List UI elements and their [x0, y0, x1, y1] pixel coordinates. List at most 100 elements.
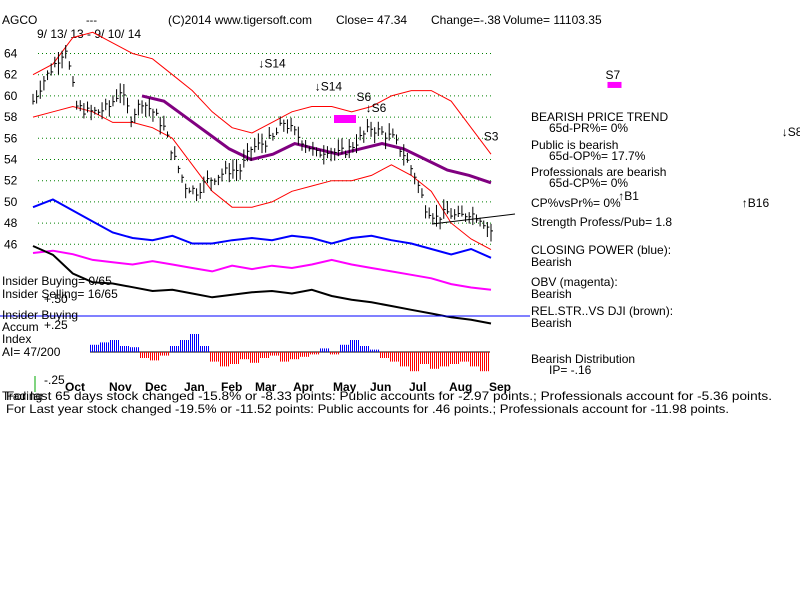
accum-bar	[432, 352, 433, 369]
closing-power-status: Bearish	[531, 255, 572, 269]
accum-bar	[382, 352, 383, 358]
accum-bar	[442, 352, 443, 367]
x-tick-label: Jan	[184, 380, 205, 394]
accum-bar	[402, 352, 403, 367]
x-tick-label: Mar	[255, 380, 277, 394]
accum-bar	[456, 352, 457, 364]
op-label: 65d-OP%= 17.7%	[549, 149, 646, 163]
accum-bar	[148, 352, 149, 358]
prof-label: Professionals are bearish	[531, 165, 666, 179]
accum-bar	[330, 352, 331, 355]
obv	[32, 249, 492, 291]
accum-bar	[192, 334, 193, 352]
signal-label: ↑B1	[618, 189, 639, 203]
accum-bar	[344, 344, 345, 352]
accum-bar	[156, 352, 157, 361]
accum-bar	[106, 342, 107, 352]
accum-bar	[390, 352, 391, 362]
price-bars	[32, 45, 493, 242]
accum-bar	[448, 352, 449, 367]
accum-bar	[268, 352, 269, 358]
accum-bar	[124, 346, 125, 352]
accum-bar	[254, 352, 255, 363]
accum-bar	[304, 352, 305, 357]
accum-bar	[410, 352, 411, 372]
accum-bar	[182, 340, 183, 352]
distribution-label: Bearish Distribution	[531, 352, 635, 366]
signal-label: ↓S6	[366, 101, 387, 115]
cp-label: 65d-CP%= 0%	[549, 176, 628, 190]
accum-bar	[118, 340, 119, 352]
accum-bar	[444, 352, 445, 367]
accum-bar	[430, 352, 431, 369]
accum-bar	[260, 352, 261, 358]
accum-bar	[364, 346, 365, 352]
accum-bar	[136, 347, 137, 352]
y-tick-label: 62	[4, 68, 18, 82]
accum-bar	[90, 344, 91, 352]
accum-bar	[452, 352, 453, 364]
accum-bar	[208, 346, 209, 352]
accum-bar	[152, 352, 153, 361]
accum-bar	[240, 352, 241, 360]
accum-bar	[370, 349, 371, 352]
accum-bar	[436, 352, 437, 369]
accum-bar	[438, 352, 439, 369]
x-tick-label: Jul	[409, 380, 426, 394]
date-range-label: 9/ 13/ 13 - 9/ 10/ 14	[37, 27, 141, 41]
ticker-label: AGCO	[2, 13, 37, 27]
x-tick-label: Apr	[293, 380, 314, 394]
copyright-label: (C)2014 www.tigersoft.com	[168, 13, 312, 27]
signal-label: S6	[357, 90, 372, 104]
accum-bar	[434, 352, 435, 369]
relstr-title: REL.STR..VS DJI (brown):	[531, 304, 673, 318]
accum-bar	[176, 346, 177, 352]
accum-bar	[198, 334, 199, 352]
signal-label: ↓S14	[258, 56, 286, 70]
accum-bar	[278, 352, 279, 356]
obv-title: OBV (magenta):	[531, 275, 618, 289]
accum-bar	[428, 352, 429, 364]
accum-bar	[226, 352, 227, 367]
accum-bar	[334, 352, 335, 355]
accum-bar	[264, 352, 265, 358]
accum-bar	[274, 352, 275, 356]
accum-bar	[404, 352, 405, 367]
accum-bar	[132, 347, 133, 352]
accum-bar	[400, 352, 401, 367]
accum-bar	[126, 346, 127, 352]
accum-bar	[272, 352, 273, 356]
accum-bar	[184, 340, 185, 352]
accum-bar	[296, 352, 297, 360]
footer-prefix: Trading	[2, 389, 42, 403]
x-tick-label: Jun	[370, 380, 391, 394]
trend-line	[431, 213, 516, 225]
accum-bar	[474, 352, 475, 367]
accum-plus25-label: +.25	[44, 318, 68, 332]
insider-selling-label: Insider Selling= 16/65	[2, 287, 118, 301]
accum-bar	[302, 352, 303, 357]
accum-bar	[280, 352, 281, 362]
accum-bar	[416, 352, 417, 372]
insider-buying-label-2: Insider Buying	[2, 308, 78, 322]
y-axis-labels: 64 62 60 58 56 54 52 50 48 46	[4, 47, 18, 252]
accum-bar	[354, 340, 355, 352]
accum-bar	[92, 344, 93, 352]
accum-bar	[142, 352, 143, 358]
accum-bar	[412, 352, 413, 372]
accum-bar	[144, 352, 145, 358]
accum-bar	[250, 352, 251, 363]
accum-bar	[464, 352, 465, 362]
accum-bar	[110, 340, 111, 352]
accum-bar	[312, 352, 313, 355]
y-tick-label: 54	[4, 153, 18, 167]
x-tick-label: Feb	[221, 380, 242, 394]
accum-bar	[100, 342, 101, 352]
accum-bar	[486, 352, 487, 372]
accum-bar	[174, 346, 175, 352]
accum-bar	[134, 347, 135, 352]
accum-bar	[380, 352, 381, 358]
accum-bar	[180, 340, 181, 352]
accum-bar	[314, 352, 315, 355]
accum-bar	[340, 344, 341, 352]
